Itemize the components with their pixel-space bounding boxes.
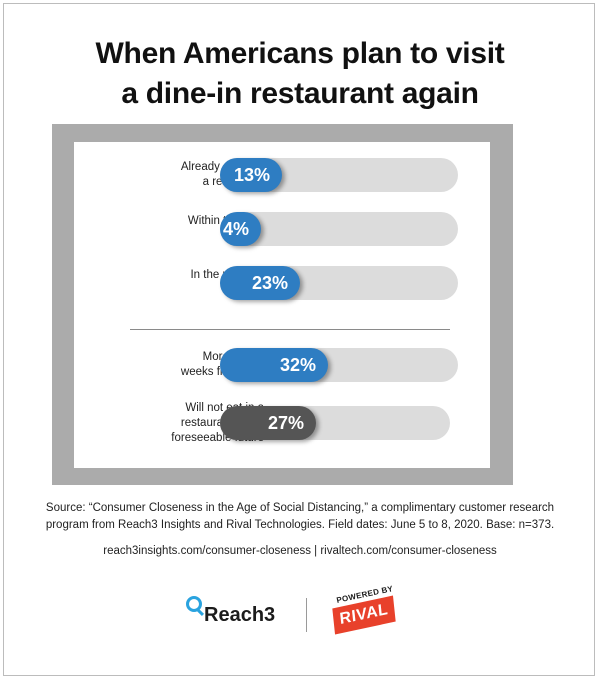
bar-value-label: 13% [233, 165, 270, 185]
bar-row: Within the nextweek4% [74, 206, 490, 252]
bar: 4% [220, 212, 261, 246]
logo-divider [306, 598, 307, 632]
reach3-logo: Reach3 [186, 596, 306, 630]
bar-value-label: 32% [279, 355, 316, 375]
bar: 27% [220, 406, 316, 440]
section-divider [130, 329, 450, 330]
title-line-1: When Americans plan to visit [95, 37, 505, 70]
rival-logo-text: RIVAL [338, 600, 389, 629]
bar-track: 32% [220, 348, 458, 382]
reach3-q-icon [186, 596, 202, 612]
bar-row: More than 4weeks from now32% [74, 342, 490, 388]
bar-track: 13% [220, 158, 458, 192]
source-line-1: Source: “Consumer Closeness in the Age o… [45, 502, 555, 514]
bar: 32% [220, 348, 328, 382]
title-line-2: a dine-in restaurant again [121, 77, 479, 110]
bar-value-label: 23% [251, 273, 288, 293]
bar-track: 23% [220, 266, 458, 300]
reach3-logo-text: Reach3 [204, 604, 276, 626]
source-note: Source: “Consumer Closeness in the Age o… [0, 500, 600, 534]
bar: 13% [220, 158, 282, 192]
bar-track: 4% [220, 212, 458, 246]
rival-logo: POWERED BY RIVAL [332, 584, 399, 638]
source-links[interactable]: reach3insights.com/consumer-closeness | … [103, 545, 497, 557]
bar-value-label: 27% [267, 413, 304, 433]
bar-value-label: 4% [222, 219, 249, 239]
chart-title: When Americans plan to visit a dine-in r… [0, 34, 600, 114]
bar-row: In the next 2-4weeks23% [74, 260, 490, 306]
bar-track: 27% [220, 406, 450, 440]
bar: 23% [220, 266, 300, 300]
page-frame [3, 3, 595, 676]
bar-row: Already eaten ina restaurant13% [74, 152, 490, 198]
source-line-2: program from Reach3 Insights and Rival T… [45, 519, 555, 531]
bar-chart: Already eaten ina restaurant13% Within th… [74, 142, 490, 468]
